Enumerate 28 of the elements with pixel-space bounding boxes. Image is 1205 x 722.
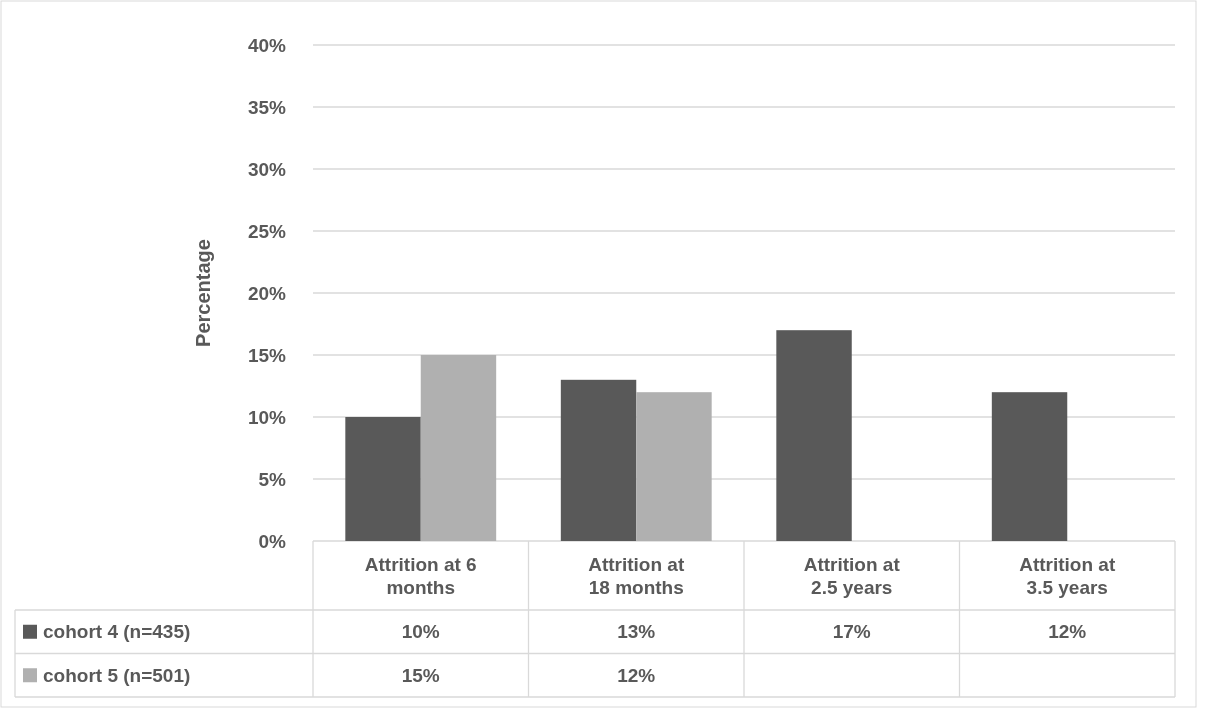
x-tick-label: Attrition at 18 months bbox=[588, 553, 685, 598]
y-tick-label: 5% bbox=[258, 468, 287, 490]
y-tick-label: 20% bbox=[247, 282, 287, 304]
data-label: 13% bbox=[617, 621, 656, 643]
bar bbox=[636, 392, 712, 541]
legend-label: cohort 4 (n=435) bbox=[43, 621, 191, 643]
y-tick-label: 30% bbox=[247, 158, 287, 180]
y-tick-label: 35% bbox=[247, 96, 287, 118]
legend-label: cohort 5 (n=501) bbox=[43, 664, 191, 686]
data-label: 12% bbox=[1048, 621, 1087, 643]
data-label: 15% bbox=[401, 664, 440, 686]
bar bbox=[776, 330, 852, 541]
data-label: 10% bbox=[401, 621, 440, 643]
y-axis-title: Percentage bbox=[192, 239, 214, 347]
x-tick-label: Attrition at 6 months bbox=[364, 553, 477, 598]
x-tick-label: Attrition at 2.5 years bbox=[803, 553, 901, 598]
y-tick-label: 10% bbox=[247, 406, 287, 428]
data-label: 12% bbox=[617, 664, 656, 686]
y-tick-label: 40% bbox=[247, 34, 287, 56]
data-label: 17% bbox=[832, 621, 871, 643]
x-tick-label: Attrition at 3.5 years bbox=[1019, 553, 1116, 598]
y-tick-label: 25% bbox=[247, 220, 287, 242]
bar bbox=[345, 417, 421, 541]
bar bbox=[560, 379, 637, 541]
y-tick-label: 15% bbox=[247, 344, 287, 366]
bar bbox=[420, 355, 497, 541]
y-tick-label: 0% bbox=[258, 530, 287, 552]
bar bbox=[991, 392, 1068, 541]
